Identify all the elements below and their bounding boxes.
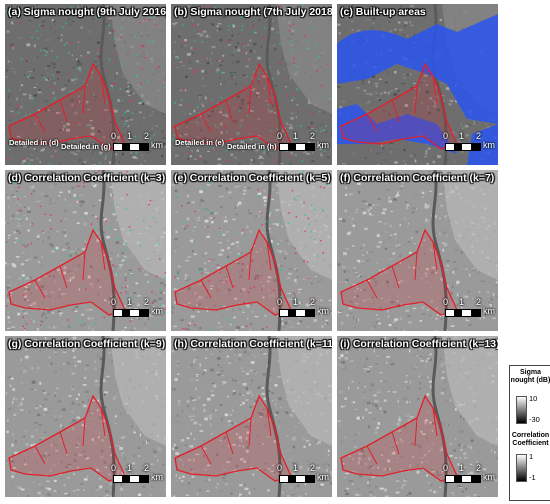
scale-tick-label: 2 [476,297,482,307]
scale-bar-graphic [113,475,149,483]
panel-title: (d) Correlation Coefficient (k=3) [8,172,166,184]
scale-tick-label: 2 [310,463,316,473]
scale-bar: 0 1 2 km [111,131,165,159]
panel-c: (c) Built-up areas 0 1 2 km [337,4,498,165]
scale-bar: 0 1 2 km [277,463,331,491]
panel-image [171,336,332,497]
panel-title: (b) Sigma nought (7th July 2018) [174,6,332,18]
scale-unit: km [317,472,329,482]
scale-bar-graphic [445,475,481,483]
legend-sigma-gradient [516,396,527,424]
scale-tick-label: 1 [459,463,465,473]
panel-e: (e) Correlation Coefficient (k=5) 0 1 2 km [171,170,332,331]
legend-corr-gradient [516,454,527,482]
detail-label: Detailed in (h) [227,142,277,151]
scale-bar-graphic [279,309,315,317]
panel-i: (i) Correlation Coefficient (k=13) 0 1 2 km [337,336,498,497]
panel-g: (g) Correlation Coefficient (k=9) 0 1 2 km [5,336,166,497]
legend: Sigma nought (dB) 10 -30 Correlation Coe… [509,365,550,501]
scale-bar: 0 1 2 km [443,297,497,325]
panel-title: (f) Correlation Coefficient (k=7) [340,172,495,184]
panel-b: (b) Sigma nought (7th July 2018) Detailed… [171,4,332,165]
panel-title: (e) Correlation Coefficient (k=5) [174,172,331,184]
scale-tick-label: 0 [277,297,283,307]
scale-tick-label: 0 [443,463,449,473]
legend-sigma-min: -30 [529,415,540,424]
panel-a: (a) Sigma nought (9th July 2016) Detailed… [5,4,166,165]
panel-image [5,336,166,497]
scale-tick-label: 2 [476,463,482,473]
scale-tick-label: 0 [111,297,117,307]
scale-tick-label: 1 [459,131,465,141]
scale-tick-label: 2 [476,131,482,141]
panel-image [337,4,498,165]
scale-tick-label: 1 [293,463,299,473]
panel-d: (d) Correlation Coefficient (k=3) 0 1 2 km [5,170,166,331]
legend-corr-min: -1 [529,473,536,482]
scale-tick-label: 2 [310,131,316,141]
panel-image [5,4,166,165]
scale-bar: 0 1 2 km [277,297,331,325]
scale-bar-graphic [113,309,149,317]
scale-tick-label: 1 [127,297,133,307]
legend-corr-title: Correlation Coefficient [511,432,550,447]
panel-image [171,170,332,331]
scale-bar: 0 1 2 km [111,297,165,325]
scale-tick-label: 1 [127,131,133,141]
scale-unit: km [151,472,163,482]
scale-bar: 0 1 2 km [111,463,165,491]
scale-bar-graphic [113,143,149,151]
scale-bar: 0 1 2 km [277,131,331,159]
panel-title: (i) Correlation Coefficient (k=13) [340,338,498,350]
scale-unit: km [317,306,329,316]
scale-unit: km [151,140,163,150]
scale-bar-graphic [279,143,315,151]
panel-image [5,170,166,331]
scale-tick-label: 0 [443,131,449,141]
panel-image [337,170,498,331]
detail-label: Detailed in (e) [175,138,225,147]
panel-title: (h) Correlation Coefficient (k=11) [174,338,332,350]
legend-sigma-max: 10 [529,394,538,403]
scale-tick-label: 0 [277,131,283,141]
scale-unit: km [483,140,495,150]
panel-title: (a) Sigma nought (9th July 2016) [8,6,166,18]
scale-unit: km [483,306,495,316]
detail-label: Detailed in (g) [61,142,111,151]
panel-image [171,4,332,165]
scale-tick-label: 1 [127,463,133,473]
panel-f: (f) Correlation Coefficient (k=7) 0 1 2 km [337,170,498,331]
scale-tick-label: 1 [293,131,299,141]
scale-bar: 0 1 2 km [443,131,497,159]
panel-h: (h) Correlation Coefficient (k=11) 0 1 2 km [171,336,332,497]
scale-bar: 0 1 2 km [443,463,497,491]
scale-bar-graphic [445,309,481,317]
legend-corr-max: 1 [529,452,534,461]
scale-tick-label: 0 [277,463,283,473]
scale-bar-graphic [445,143,481,151]
detail-label: Detailed in (d) [9,138,59,147]
scale-tick-label: 1 [459,297,465,307]
panel-title: (c) Built-up areas [340,6,426,18]
scale-tick-label: 2 [310,297,316,307]
scale-unit: km [483,472,495,482]
scale-tick-label: 2 [144,131,150,141]
scale-bar-graphic [279,475,315,483]
scale-tick-label: 1 [293,297,299,307]
scale-tick-label: 2 [144,297,150,307]
panel-image [337,336,498,497]
scale-tick-label: 0 [443,297,449,307]
scale-tick-label: 0 [111,131,117,141]
scale-tick-label: 2 [144,463,150,473]
scale-unit: km [317,140,329,150]
legend-sigma-title: Sigma nought (dB) [510,369,550,384]
panel-title: (g) Correlation Coefficient (k=9) [8,338,166,350]
scale-unit: km [151,306,163,316]
scale-tick-label: 0 [111,463,117,473]
